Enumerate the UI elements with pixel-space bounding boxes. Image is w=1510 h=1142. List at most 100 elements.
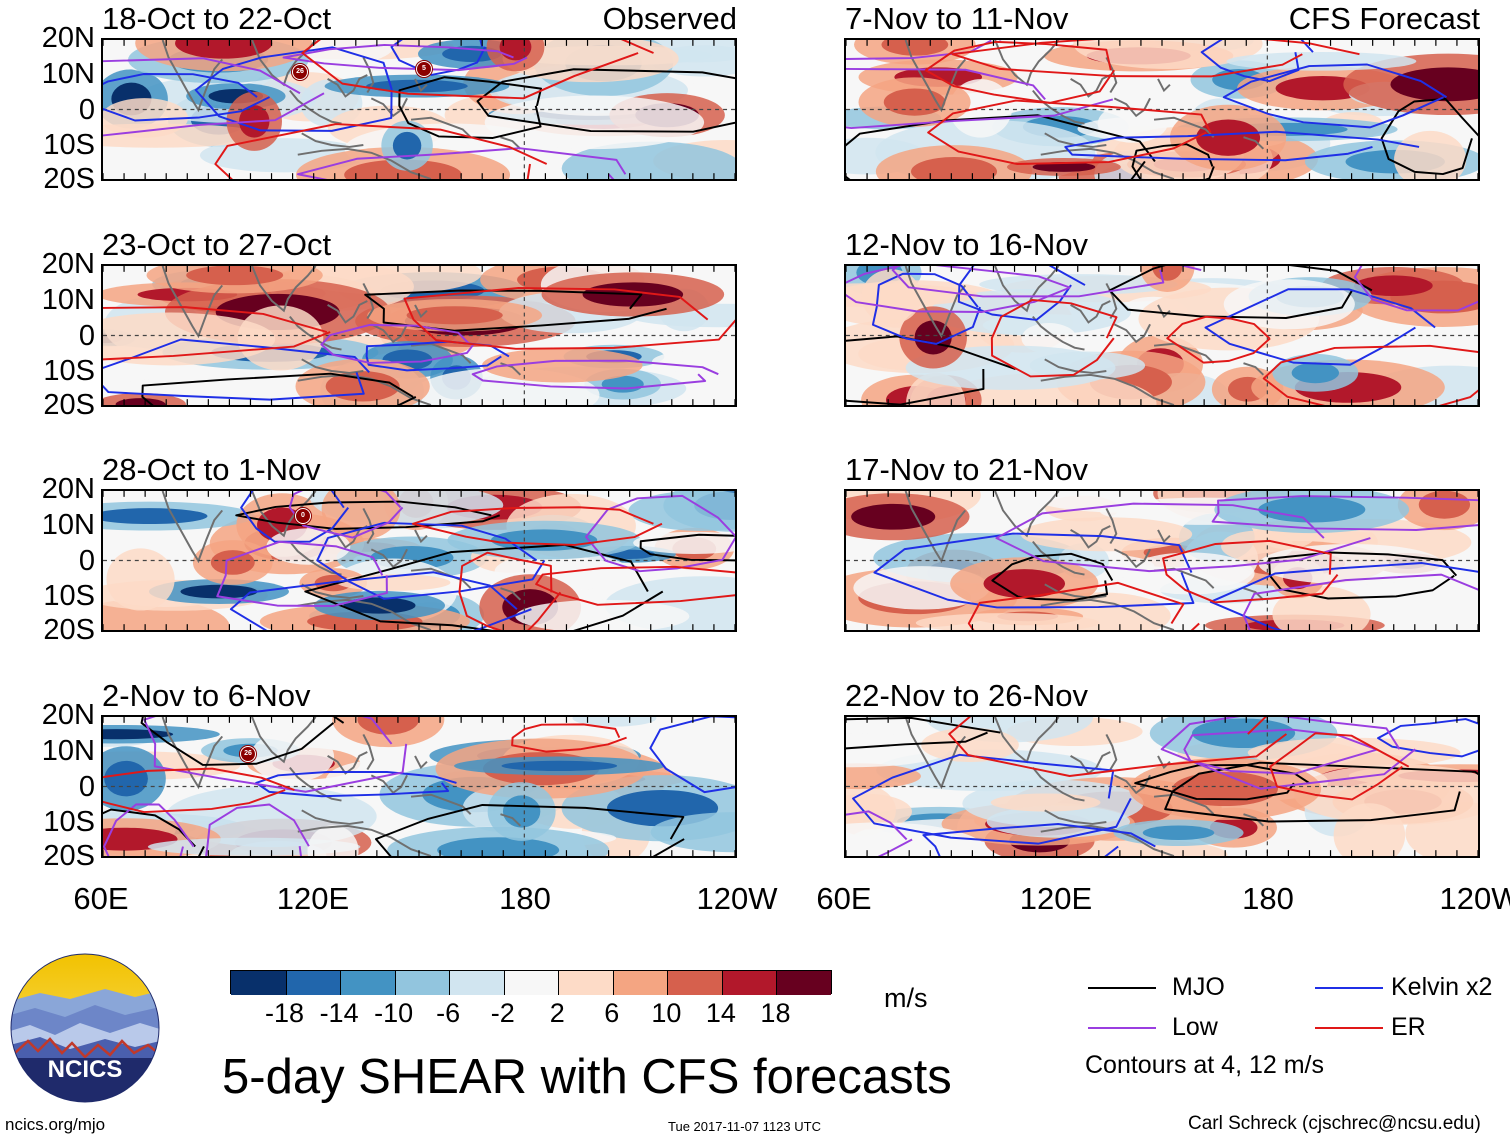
mjo-contour bbox=[1134, 764, 1311, 801]
shear-blob-core bbox=[1172, 771, 1278, 807]
panel-map bbox=[844, 38, 1480, 181]
legend-mjo-line bbox=[1088, 987, 1156, 989]
lat-label: 20S bbox=[43, 163, 95, 195]
shear-blob bbox=[633, 531, 735, 554]
shear-blob-core bbox=[1192, 718, 1296, 749]
coastline bbox=[904, 491, 967, 564]
shear-map bbox=[846, 717, 1478, 856]
lat-label: 0 bbox=[78, 770, 95, 803]
low-contour bbox=[1242, 573, 1478, 630]
panel-title: 23-Oct to 27-Oct bbox=[102, 227, 332, 262]
lat-label: 20N bbox=[41, 699, 95, 731]
low-contour bbox=[846, 810, 913, 856]
panel-title: 17-Nov to 21-Nov bbox=[845, 452, 1088, 487]
shear-blob-core bbox=[881, 40, 949, 56]
mjo-contour bbox=[374, 803, 685, 856]
panel-title: 2-Nov to 6-Nov bbox=[102, 678, 311, 713]
coastline bbox=[251, 717, 317, 764]
shear-blob-core bbox=[406, 306, 503, 325]
shear-map bbox=[103, 40, 735, 179]
kelvin-contour bbox=[922, 823, 1156, 856]
low-contour bbox=[282, 43, 528, 72]
kelvin-contour bbox=[103, 73, 270, 122]
coastline bbox=[1044, 358, 1107, 374]
shear-blob bbox=[1073, 40, 1263, 69]
shear-blob-core bbox=[210, 550, 255, 575]
coastline bbox=[1153, 793, 1215, 815]
main-title: 5-day SHEAR with CFS forecasts bbox=[222, 1050, 952, 1104]
coastline bbox=[289, 89, 342, 125]
panel-map bbox=[101, 489, 737, 632]
low-contour bbox=[143, 717, 408, 793]
er-contour bbox=[967, 581, 1200, 630]
er-contour bbox=[1166, 315, 1271, 364]
coastline bbox=[1040, 147, 1175, 179]
shear-blob bbox=[986, 805, 1131, 838]
shear-blob bbox=[1020, 517, 1193, 552]
coastline bbox=[161, 40, 224, 113]
mjo-contour bbox=[846, 717, 1001, 750]
shear-blob bbox=[1021, 323, 1077, 354]
lon-label: 180 bbox=[1242, 881, 1294, 916]
colorbar-cell bbox=[721, 971, 777, 995]
lat-label: 10N bbox=[41, 508, 95, 541]
lat-label: 20N bbox=[41, 473, 95, 505]
colorbar-cell bbox=[612, 971, 668, 995]
coastline bbox=[161, 717, 224, 790]
shear-blob bbox=[929, 288, 1131, 336]
website-link[interactable]: ncics.org/mjo bbox=[5, 1115, 106, 1134]
coastline bbox=[414, 529, 428, 544]
coastline bbox=[327, 300, 368, 324]
low-contour bbox=[471, 359, 719, 390]
colorbar-cell bbox=[285, 971, 341, 995]
coastline bbox=[297, 824, 432, 856]
kelvin-contour bbox=[1209, 562, 1478, 630]
storm-marker: 26 bbox=[292, 64, 308, 80]
shear-blob-core bbox=[1418, 491, 1471, 519]
panel-tag: Observed bbox=[602, 1, 737, 36]
coastline bbox=[301, 132, 364, 148]
colorbar-label: -14 bbox=[319, 998, 359, 1028]
kelvin-contour bbox=[1064, 130, 1420, 162]
shear-blob bbox=[307, 825, 359, 856]
low-contour bbox=[205, 803, 310, 856]
lat-label: 20S bbox=[43, 389, 95, 421]
coastline bbox=[1044, 809, 1107, 825]
low-contour bbox=[103, 803, 195, 856]
coastline bbox=[1032, 766, 1085, 802]
coastline bbox=[1044, 583, 1107, 599]
lat-label: 0 bbox=[78, 544, 95, 577]
shear-blob-core bbox=[501, 760, 618, 772]
coastline bbox=[500, 587, 522, 601]
shear-map bbox=[846, 266, 1478, 405]
colorbar-cell bbox=[776, 971, 831, 995]
coastline bbox=[904, 717, 967, 790]
panel-map bbox=[101, 715, 737, 858]
shear-map bbox=[103, 491, 735, 630]
mjo-contour bbox=[1131, 143, 1215, 179]
colorbar-cell bbox=[558, 971, 613, 995]
kelvin-contour bbox=[871, 272, 981, 345]
coastline bbox=[1157, 529, 1171, 544]
shear-map bbox=[103, 266, 735, 405]
ncics-logo: NCICS bbox=[10, 953, 160, 1103]
shear-blob-core bbox=[1142, 825, 1215, 841]
colorbar bbox=[230, 970, 832, 995]
mjo-contour bbox=[140, 717, 345, 766]
legend-low-label: Low bbox=[1172, 1013, 1218, 1041]
kelvin-contour bbox=[1222, 63, 1448, 129]
coastline bbox=[1153, 116, 1215, 138]
kelvin-contour bbox=[852, 753, 1132, 845]
shear-blob bbox=[1226, 51, 1417, 71]
shear-blob bbox=[990, 793, 1101, 812]
storm-marker: 5 bbox=[416, 61, 432, 77]
coastline bbox=[362, 283, 375, 319]
lon-label: 180 bbox=[499, 881, 551, 916]
shear-blob-core bbox=[186, 266, 284, 286]
coastline bbox=[410, 342, 472, 364]
shear-blob bbox=[482, 348, 643, 383]
kelvin-contour bbox=[240, 491, 350, 543]
coastline bbox=[327, 751, 368, 775]
low-contour bbox=[891, 266, 1202, 298]
coastline bbox=[1243, 813, 1265, 827]
